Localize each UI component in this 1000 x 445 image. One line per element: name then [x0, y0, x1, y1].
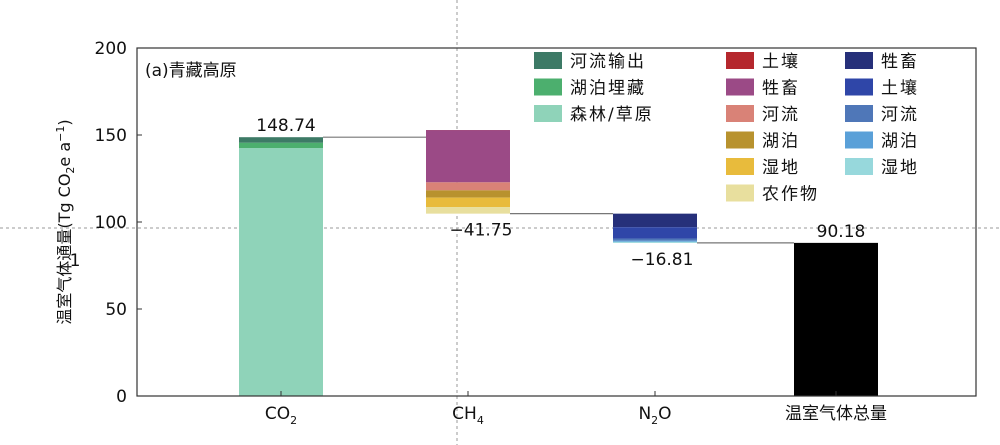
legend-label: 森林/草原 [570, 105, 654, 125]
legend-label: 土壤 [881, 78, 919, 99]
y-tick-label: 100 [95, 213, 127, 233]
legend-label: 河流输出 [570, 52, 646, 72]
stray-label: 1 [70, 251, 81, 271]
bar-segment-co2 [239, 148, 323, 396]
legend-swatch [726, 105, 754, 122]
legend-swatch [534, 52, 562, 69]
panel-label: (a)青藏高原 [145, 61, 237, 81]
legend-swatch [534, 78, 562, 96]
legend-label: 河流 [881, 105, 919, 125]
legend-label: 湖泊 [762, 132, 800, 152]
legend-swatch [726, 131, 754, 149]
data-label-total: 90.18 [817, 222, 866, 242]
bar-segment-co2 [239, 137, 323, 143]
y-tick-label: 50 [105, 300, 127, 320]
bar-segment-co2 [239, 142, 323, 149]
legend-label: 河流 [762, 105, 800, 125]
data-labels: 148.74 −41.75 −16.81 90.18 [256, 116, 865, 270]
legend-label: 湿地 [881, 158, 919, 178]
y-tick-label: 0 [116, 387, 127, 407]
legend-swatch [845, 78, 873, 96]
connector-lines [323, 136, 794, 244]
bar-segment-n2o [613, 238, 697, 241]
bar-segment-ch4 [426, 190, 510, 198]
legend-label: 牲畜 [762, 79, 800, 99]
x-tick-label-total: 温室气体总量 [785, 404, 887, 424]
data-label-ch4: −41.75 [450, 221, 513, 241]
bar-segment-n2o [613, 241, 697, 243]
legend-swatch [845, 52, 873, 69]
legend-swatch [726, 158, 754, 175]
bar-segment-ch4 [426, 182, 510, 191]
legend-swatch [845, 131, 873, 149]
legend-label: 土壤 [762, 51, 800, 72]
bar-segment-n2o [613, 213, 697, 228]
y-axis-title: 温室气体通量(Tg CO2e a−1) [54, 119, 77, 324]
legend-label: 湖泊 [881, 132, 919, 152]
x-axis-ticks: CO2 CH4 N2O 温室气体总量 [265, 391, 887, 427]
bars-group [239, 130, 878, 396]
legend-label: 牲畜 [881, 52, 919, 72]
legend-swatch [726, 78, 754, 96]
legend-label: 农作物 [762, 185, 819, 205]
legend-label: 湿地 [762, 158, 800, 178]
legend-swatch [534, 105, 562, 122]
y-tick-label: 200 [95, 39, 127, 59]
bar-segment-n2o [613, 240, 697, 242]
y-tick-label: 150 [95, 126, 127, 146]
data-label-co2: 148.74 [256, 116, 315, 136]
data-label-n2o: −16.81 [631, 250, 694, 270]
y-axis-ticks: 0 50 100 150 200 [95, 39, 142, 407]
bar-segment-total [794, 242, 878, 396]
bar-segment-n2o [613, 227, 697, 239]
legend-swatch [726, 52, 754, 69]
legend-label: 湖泊埋藏 [570, 79, 646, 99]
legend-swatch [845, 105, 873, 122]
x-tick-label-co2: CO2 [265, 404, 297, 427]
bar-segment-ch4 [426, 130, 510, 183]
bar-segment-ch4 [426, 197, 510, 208]
legend-swatch [726, 184, 754, 202]
bar-segment-ch4 [426, 207, 510, 214]
x-tick-label-n2o: N2O [638, 404, 671, 427]
x-tick-label-ch4: CH4 [452, 404, 484, 427]
legend-swatch [845, 158, 873, 175]
